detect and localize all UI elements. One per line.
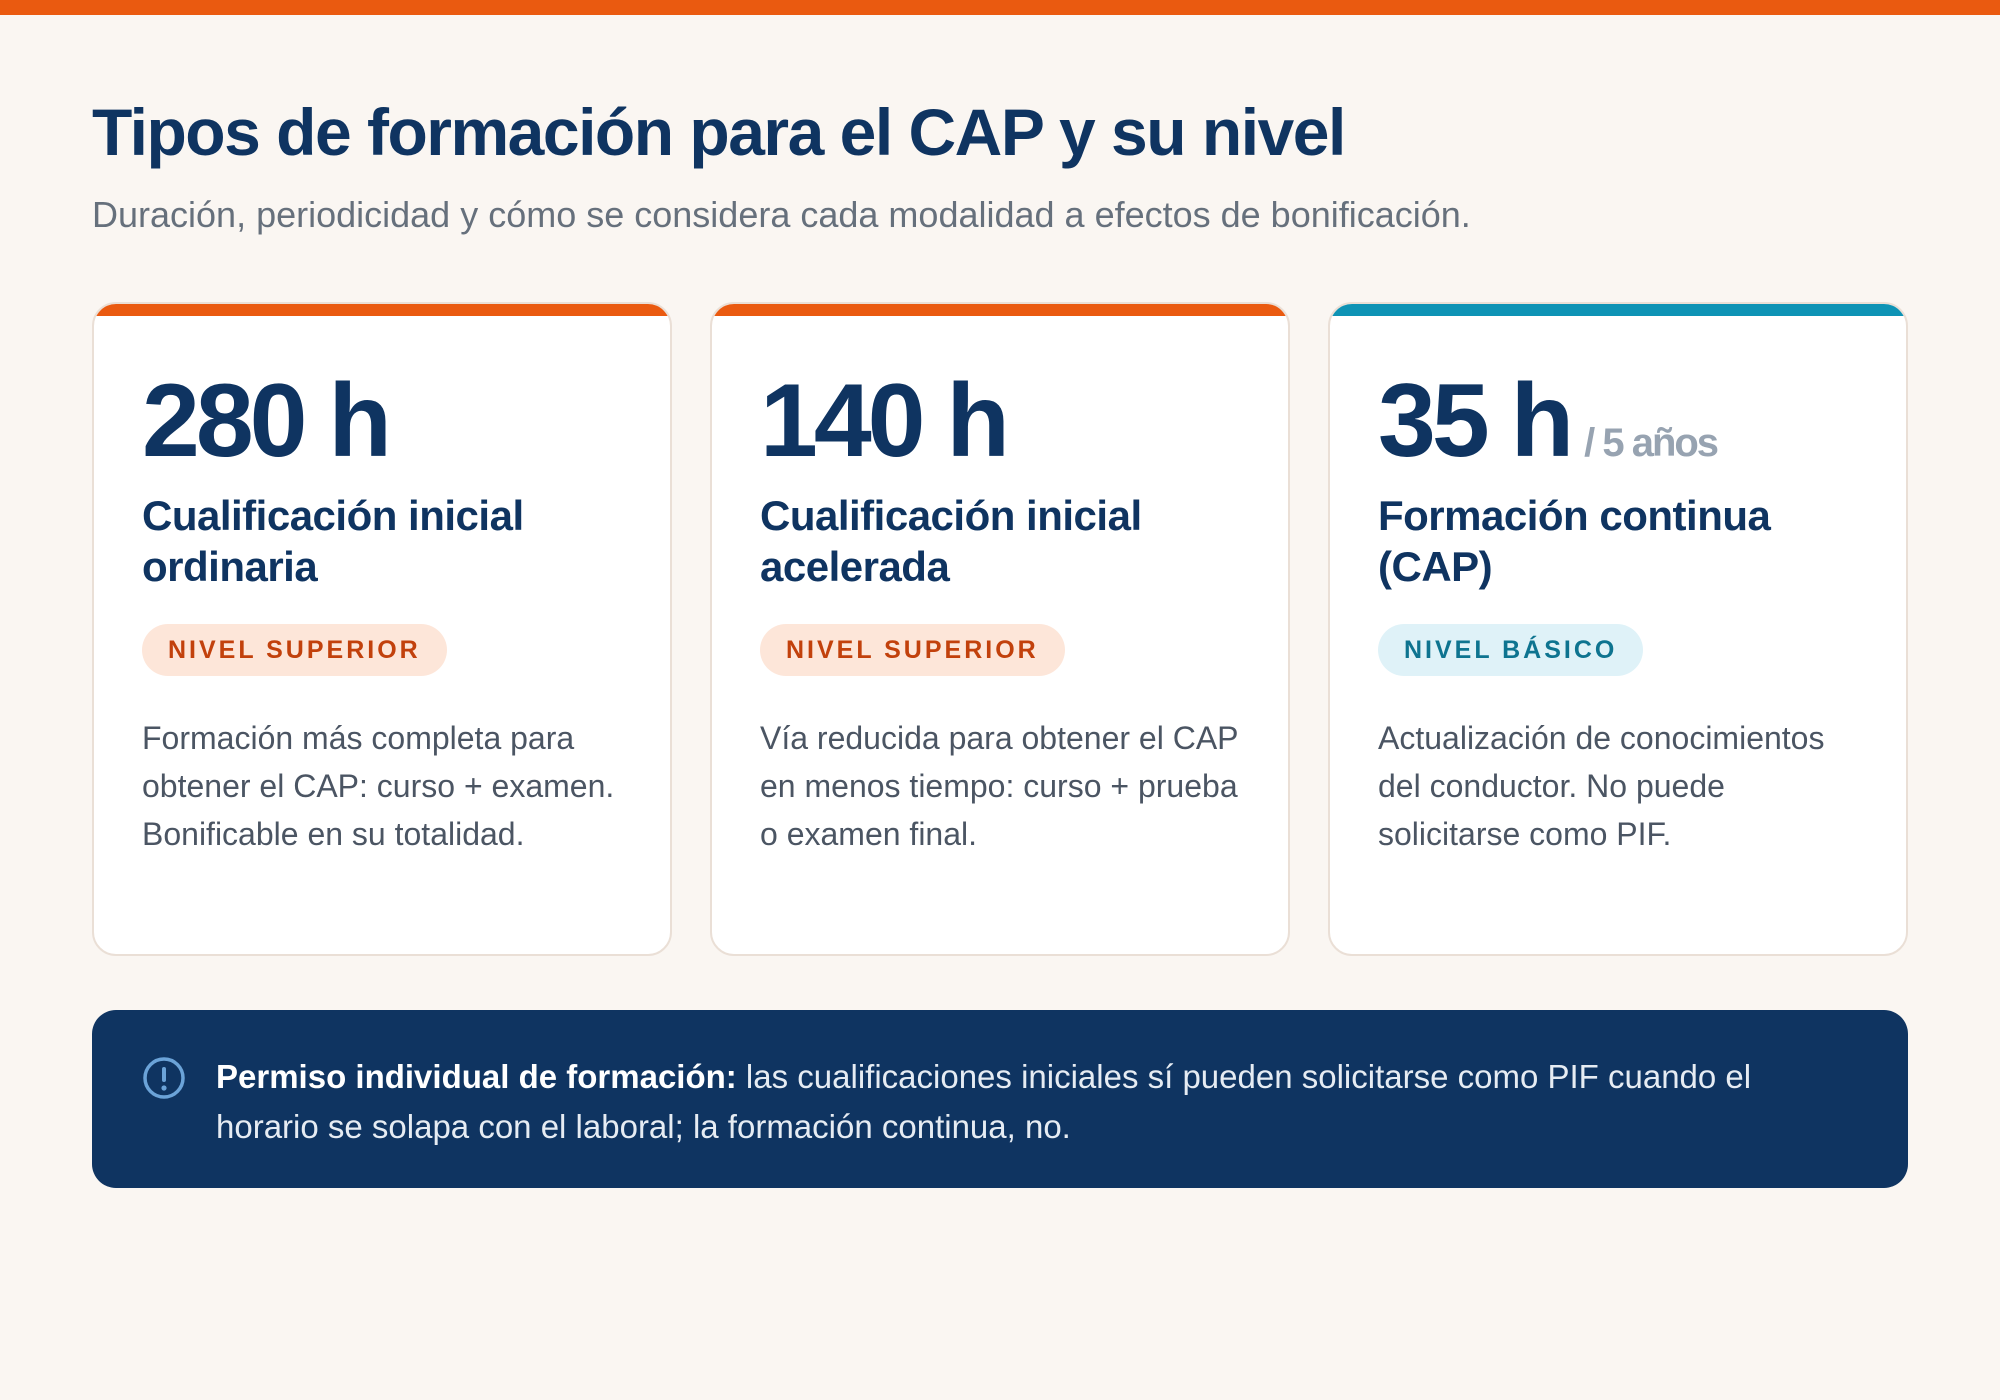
hours-row: 35 h / 5 años [1378,366,1866,476]
card-description: Vía reducida para obtener el CAP en meno… [760,720,1238,852]
notice-text: Permiso individual de formación: las cua… [216,1052,1848,1152]
card-formacion-continua: 35 h / 5 años Formación continua (CAP) N… [1328,302,1908,956]
page-title: Tipos de formación para el CAP y su nive… [92,95,1346,169]
card-title: Cualificación inicial acelerada [760,492,1142,590]
level-badge: NIVEL SUPERIOR [142,624,447,676]
info-icon [142,1056,186,1100]
notice-body: las cualificaciones iniciales sí pueden … [216,1058,1752,1145]
hours-value: 35 h [1378,363,1574,479]
level-badge: NIVEL SUPERIOR [760,624,1065,676]
page-subtitle: Duración, periodicidad y cómo se conside… [92,194,1471,235]
hours-period: / 5 años [1584,421,1719,465]
card-cualificacion-ordinaria: 280 h Cualificación inicial ordinaria NI… [92,302,672,956]
level-badge: NIVEL BÁSICO [1378,624,1644,676]
top-accent-bar [0,0,2000,15]
card-cualificacion-acelerada: 140 h Cualificación inicial acelerada NI… [710,302,1290,956]
card-description: Actualización de conocimientos del condu… [1378,720,1825,852]
hours-row: 280 h [142,366,630,476]
card-description: Formación más completa para obtener el C… [142,720,615,852]
hours-value: 140 h [760,363,1010,479]
hours-row: 140 h [760,366,1248,476]
card-accent-bar [94,304,670,316]
notice-label: Permiso individual de formación: [216,1058,737,1095]
card-accent-bar [1330,304,1906,316]
hours-value: 280 h [142,363,392,479]
card-title: Cualificación inicial ordinaria [142,492,524,590]
card-accent-bar [712,304,1288,316]
card-title: Formación continua (CAP) [1378,492,1771,590]
pif-notice: Permiso individual de formación: las cua… [92,1010,1908,1188]
